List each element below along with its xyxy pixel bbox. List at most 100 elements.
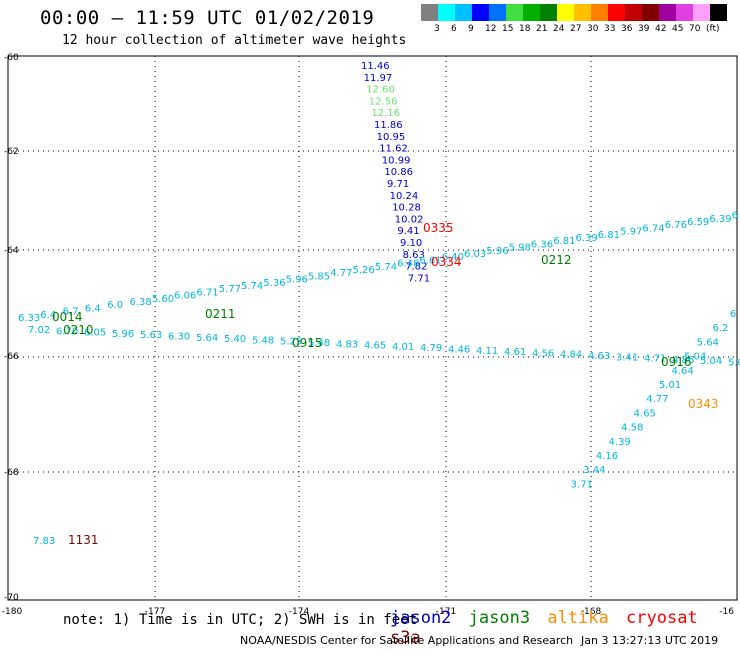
legend-tick-label: 39 — [638, 24, 650, 34]
legend-tick-label: 30 — [587, 24, 599, 34]
legend-tick-label: 24 — [553, 24, 565, 34]
legend-swatch — [421, 4, 438, 21]
wave-height-value: 4.39 — [608, 437, 630, 448]
wave-height-value: 10.24 — [390, 191, 419, 202]
sat-jason3-label: jason3 — [468, 608, 531, 628]
pass-time-label: 0212 — [541, 253, 572, 267]
legend-swatch — [472, 4, 489, 21]
wave-height-value: 6.39 — [576, 233, 598, 244]
wave-height-value: 6.81 — [598, 230, 620, 241]
wave-height-value: 12.16 — [371, 108, 400, 119]
map-subtitle: 12 hour collection of altimeter wave hei… — [62, 33, 407, 48]
pass-time-label: 0334 — [431, 255, 462, 269]
x-axis-tick-label: -177 — [145, 607, 165, 617]
legend-swatch — [574, 4, 591, 21]
pass-time-label: 0210 — [63, 323, 94, 337]
legend-tick-label: 42 — [655, 24, 667, 34]
legend-tick-label: 9 — [468, 24, 474, 34]
wave-height-value: 5.0 — [728, 358, 740, 369]
x-axis-tick-label: -174 — [289, 607, 310, 617]
legend-tick-label: 15 — [502, 24, 514, 34]
wave-height-value: 5.64 — [697, 337, 719, 348]
legend-swatch — [693, 4, 710, 21]
wave-height-value: 5.96 — [486, 246, 508, 257]
x-axis-tick-label: -16 — [719, 607, 734, 617]
map-grid — [8, 56, 737, 600]
legend-swatch — [540, 4, 557, 21]
wave-height-value: 6 — [730, 309, 736, 320]
wave-height-value: 10.02 — [395, 214, 424, 225]
footer-note: note: 1) Time is in UTC; 2) SWH is in fe… — [63, 612, 418, 628]
wave-height-value: 5.01 — [659, 380, 681, 391]
pass-time-label: 0343 — [688, 397, 719, 411]
wave-height-value: 5.04 — [684, 352, 706, 363]
legend-swatch — [625, 4, 642, 21]
legend-swatch — [659, 4, 676, 21]
wave-height-value: 4.77 — [330, 268, 352, 279]
legend-swatch — [455, 4, 472, 21]
wave-height-value: 5.98 — [509, 243, 531, 254]
wave-height-value: 6.4 — [40, 310, 56, 321]
wave-height-value: 6.71 — [196, 287, 218, 298]
y-axis-tick-label: -68 — [4, 468, 19, 478]
wave-height-value: 4.11 — [476, 346, 498, 357]
wave-height-value: 5.77 — [219, 284, 241, 295]
pass-time-label: 0915 — [292, 336, 323, 350]
wave-height-value: 5.74 — [375, 262, 397, 273]
credit-line: NOAA/NESDIS Center for Satellite Applica… — [240, 634, 574, 647]
wave-height-value: 6.48 — [397, 259, 419, 270]
legend-tick-label: (ft) — [706, 24, 720, 34]
legend-swatch — [438, 4, 455, 21]
wave-height-value: 6.76 — [665, 220, 687, 231]
pass-time-label: 1131 — [68, 533, 99, 547]
legend-swatch — [557, 4, 574, 21]
sat-cryosat-label: cryosat — [626, 608, 698, 628]
legend-swatch — [489, 4, 506, 21]
wave-height-value: 4.86 — [672, 355, 694, 366]
wave-height-value: 4.65 — [634, 408, 656, 419]
wave-height-value: 4.46 — [448, 345, 470, 356]
legend-swatch — [608, 4, 625, 21]
wave-height-value: 11.97 — [364, 73, 393, 84]
map-border — [7, 55, 738, 601]
wave-height-value: 5.63 — [140, 330, 162, 341]
wave-height-value: 3.41 — [616, 352, 638, 363]
wave-height-value: 9.41 — [397, 226, 419, 237]
y-axis-tick-label: -62 — [4, 147, 19, 157]
wave-height-value: 6.2 — [712, 323, 728, 334]
legend-tick-label: 33 — [604, 24, 616, 34]
wave-height-value: 10.95 — [377, 132, 406, 143]
legend-tick-label: 27 — [570, 24, 582, 34]
wave-height-value: 4.63 — [588, 351, 610, 362]
legend-swatch — [676, 4, 693, 21]
wave-height-value: 11.62 — [379, 144, 408, 155]
legend-tick-label: 45 — [672, 24, 684, 34]
wave-height-value: 10.86 — [384, 167, 413, 178]
wave-height-value: 6.05 — [84, 328, 106, 339]
wave-height-value: 5.48 — [252, 335, 274, 346]
wave-height-value: 3.71 — [571, 479, 593, 490]
wave-height-value: 5.48 — [308, 338, 330, 349]
wave-height-value: 6.70 — [56, 326, 78, 337]
wave-height-value: 6.61 — [419, 255, 441, 266]
wave-height-value: 7.71 — [408, 273, 430, 284]
sat-jason2-label: jason2 — [390, 608, 452, 628]
wave-height-value: 10.28 — [392, 203, 421, 214]
wave-height-value: 3.44 — [583, 465, 605, 476]
wave-height-value: 6.7 — [63, 307, 79, 318]
legend-tick-label: 21 — [536, 24, 548, 34]
wave-height-value: 4.16 — [596, 451, 618, 462]
x-axis-tick-label: -168 — [581, 607, 602, 617]
wave-height-value: 12.60 — [366, 85, 395, 96]
wave-height-value: 6.74 — [642, 223, 664, 234]
x-axis-tick-label: -171 — [436, 607, 456, 617]
legend-tick-label: 70 — [689, 24, 701, 34]
wave-height-value: 8.63 — [403, 250, 425, 261]
wave-height-value: 4.79 — [420, 343, 442, 354]
wave-height-value: 5.85 — [308, 271, 330, 282]
wave-height-value: 11.46 — [361, 61, 390, 72]
wave-height-value: 7.83 — [33, 536, 55, 547]
pass-time-label: 0916 — [661, 355, 692, 369]
wave-height-value: 12.56 — [369, 96, 398, 107]
